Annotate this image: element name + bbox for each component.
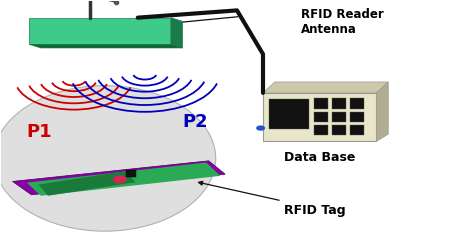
FancyBboxPatch shape	[332, 112, 346, 122]
FancyBboxPatch shape	[263, 93, 376, 142]
FancyBboxPatch shape	[126, 170, 137, 177]
Circle shape	[114, 176, 126, 183]
Polygon shape	[38, 171, 136, 196]
Polygon shape	[171, 18, 182, 48]
Text: Data Base: Data Base	[284, 151, 356, 164]
Polygon shape	[27, 163, 220, 196]
Ellipse shape	[0, 86, 216, 231]
FancyBboxPatch shape	[314, 125, 328, 135]
Text: RFID Tag: RFID Tag	[284, 204, 346, 217]
Circle shape	[257, 126, 264, 130]
FancyBboxPatch shape	[332, 99, 346, 109]
Text: P1: P1	[27, 122, 52, 141]
Text: P2: P2	[182, 113, 208, 131]
FancyBboxPatch shape	[350, 99, 364, 109]
Polygon shape	[12, 161, 225, 195]
FancyBboxPatch shape	[29, 18, 171, 44]
Polygon shape	[29, 44, 182, 48]
FancyBboxPatch shape	[314, 99, 328, 109]
FancyBboxPatch shape	[314, 112, 328, 122]
Text: RFID Reader
Antenna: RFID Reader Antenna	[301, 8, 383, 36]
FancyBboxPatch shape	[332, 125, 346, 135]
FancyBboxPatch shape	[350, 112, 364, 122]
Polygon shape	[376, 82, 388, 142]
FancyBboxPatch shape	[350, 125, 364, 135]
Polygon shape	[263, 82, 388, 93]
FancyBboxPatch shape	[269, 99, 309, 129]
